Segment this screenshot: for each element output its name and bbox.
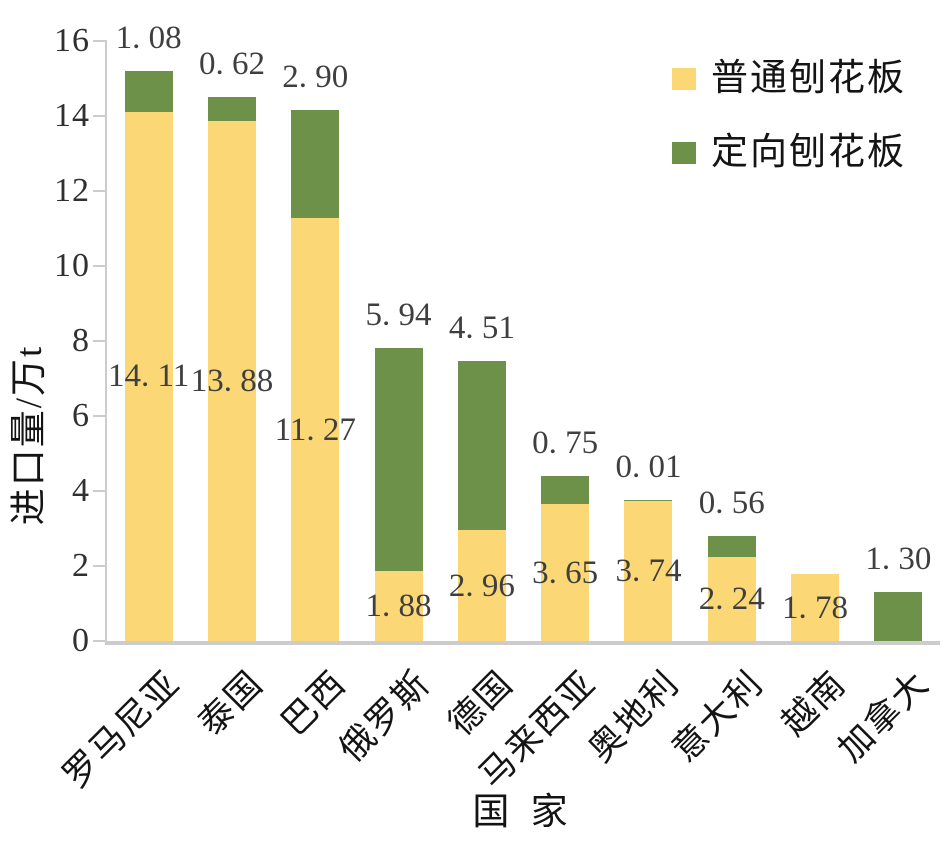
value-label-ordinary-5: 3. 65 <box>532 554 599 591</box>
bar-segment-oriented-9 <box>874 592 923 641</box>
x-category-label-0: 罗马尼亚 <box>55 663 188 796</box>
legend-label-ordinary-particleboard: 普通刨花板 <box>711 58 906 99</box>
x-category-label-6: 奥地利 <box>581 663 688 770</box>
x-category-label-3: 俄罗斯 <box>331 663 438 770</box>
y-tick-mark <box>93 190 107 192</box>
y-tick-label: 6 <box>72 397 90 434</box>
value-label-ordinary-1: 13. 88 <box>190 362 274 399</box>
bar-segment-oriented-6 <box>624 500 673 502</box>
y-tick-label: 8 <box>72 322 90 359</box>
y-tick-mark <box>93 340 107 342</box>
value-label-oriented-6: 0. 01 <box>615 449 682 486</box>
x-axis-line <box>105 641 940 645</box>
x-category-label-1: 泰国 <box>190 663 271 744</box>
value-label-ordinary-0: 14. 11 <box>108 358 190 395</box>
y-tick-mark <box>93 565 107 567</box>
value-label-oriented-2: 2. 90 <box>282 58 349 95</box>
bar-segment-ordinary-4 <box>457 530 506 641</box>
value-label-oriented-7: 0. 56 <box>698 485 765 521</box>
y-tick-label: 4 <box>72 472 90 509</box>
legend-swatch-oriented-strand-board <box>672 142 696 164</box>
legend: 普通刨花板 定向刨花板 <box>672 56 942 204</box>
value-label-ordinary-3: 1. 88 <box>365 587 432 624</box>
value-label-ordinary-7: 2. 24 <box>698 581 765 617</box>
bar-segment-ordinary-0 <box>124 111 173 641</box>
y-tick-mark <box>93 415 107 417</box>
y-axis-line <box>105 41 107 645</box>
bar-segment-oriented-1 <box>207 97 256 121</box>
bar-segment-ordinary-6 <box>624 500 673 641</box>
bar-segment-ordinary-5 <box>541 504 590 641</box>
y-tick-mark <box>93 40 107 42</box>
bar-segment-oriented-0 <box>124 71 173 112</box>
value-label-oriented-3: 5. 94 <box>365 296 432 333</box>
y-tick-mark <box>93 265 107 267</box>
y-tick-mark <box>93 115 107 117</box>
y-tick-label: 10 <box>54 247 90 284</box>
bar-segment-oriented-2 <box>291 109 340 219</box>
x-category-label-9: 加拿大 <box>831 663 938 770</box>
bar-segment-ordinary-8 <box>791 574 840 641</box>
value-label-ordinary-8: 1. 78 <box>782 589 849 626</box>
y-tick-mark <box>93 490 107 492</box>
legend-swatch-ordinary-particleboard <box>672 68 696 90</box>
value-label-ordinary-6: 3. 74 <box>615 552 682 589</box>
bar-segment-ordinary-1 <box>207 120 256 641</box>
x-axis-title: 国 家 <box>472 792 574 833</box>
legend-item-ordinary-particleboard: 普通刨花板 <box>672 56 942 102</box>
value-label-oriented-1: 0. 62 <box>198 46 265 83</box>
y-tick-mark <box>93 640 107 642</box>
bar-segment-ordinary-7 <box>707 557 756 641</box>
bar-segment-ordinary-2 <box>291 218 340 641</box>
y-tick-label: 14 <box>54 97 90 134</box>
bar-segment-oriented-4 <box>457 360 506 530</box>
bar-segment-oriented-3 <box>374 347 423 571</box>
y-tick-label: 12 <box>54 172 90 209</box>
value-label-oriented-4: 4. 51 <box>448 309 515 346</box>
value-label-oriented-0: 1. 08 <box>115 20 182 57</box>
y-tick-label: 2 <box>72 547 90 584</box>
value-label-oriented-5: 0. 75 <box>532 425 599 461</box>
bar-segment-oriented-7 <box>707 536 756 557</box>
bar-segment-ordinary-3 <box>374 570 423 641</box>
x-category-label-7: 意大利 <box>664 663 771 770</box>
legend-item-oriented-strand-board: 定向刨花板 <box>672 130 942 176</box>
bar-segment-oriented-5 <box>541 476 590 505</box>
y-tick-label: 0 <box>72 622 90 659</box>
y-tick-label: 16 <box>54 22 90 59</box>
value-label-oriented-9: 1. 30 <box>865 541 932 578</box>
legend-label-oriented-strand-board: 定向刨花板 <box>711 132 906 173</box>
value-label-ordinary-4: 2. 96 <box>448 567 515 604</box>
value-label-ordinary-2: 11. 27 <box>274 411 356 448</box>
